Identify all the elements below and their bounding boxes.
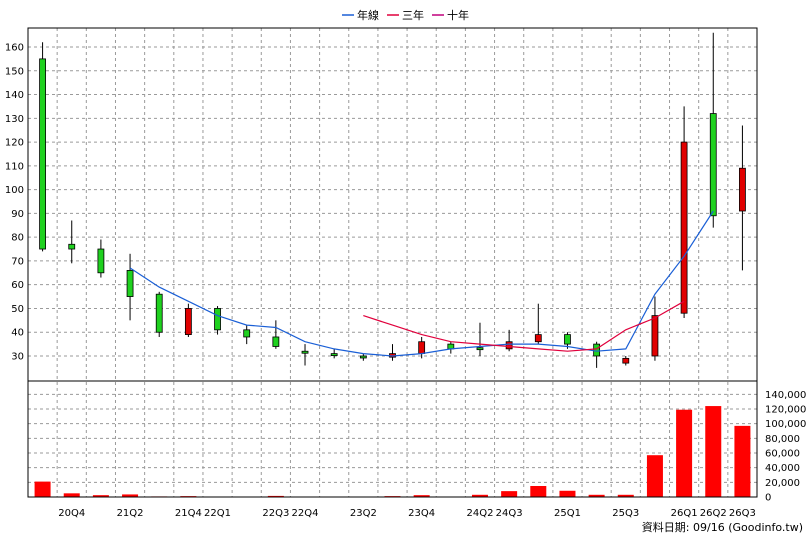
price-axis-ticks: 30 40 50 60 70 80 90 100 110 120 130 140 150 160 xyxy=(5,43,24,363)
candlesticks xyxy=(39,32,746,368)
candle-body xyxy=(593,343,601,357)
legend-label: 年線 xyxy=(357,8,379,22)
plot-frame xyxy=(27,27,758,498)
price-tick-label: 60 xyxy=(11,280,24,291)
candle-body xyxy=(709,113,717,217)
x-tick-label: 22Q4 xyxy=(292,508,319,519)
price-tick-label: 80 xyxy=(11,233,24,244)
volume-tick-label: 80,000 xyxy=(765,434,800,445)
volume-axis-ticks: 0 20,000 40,000 60,000 80,000 100,000 120,000 1… xyxy=(765,390,806,504)
x-tick-label: 20Q4 xyxy=(58,508,85,519)
plot-border xyxy=(27,27,758,498)
x-tick-label: 23Q2 xyxy=(350,508,377,519)
candle-body xyxy=(359,355,367,359)
x-axis-ticks: 20Q4 21Q2 21Q4 22Q1 22Q3 22Q4 23Q2 23Q4 24Q2 24Q3… xyxy=(58,508,756,519)
ma-line-三年 xyxy=(363,300,685,352)
volume-bar xyxy=(63,493,80,497)
volume-bar xyxy=(617,494,634,497)
candle-body xyxy=(505,341,513,350)
volume-tick-label: 120,000 xyxy=(765,405,806,416)
candle-body xyxy=(126,270,134,297)
x-tick-label: 26Q3 xyxy=(729,508,756,519)
price-tick-label: 90 xyxy=(11,209,24,220)
volume-tick-label: 20,000 xyxy=(765,478,800,489)
volume-bar xyxy=(501,491,518,497)
data-date-source: 資料日期: 09/16 (Goodinfo.tw) xyxy=(642,520,803,534)
price-tick-label: 40 xyxy=(11,328,24,339)
x-tick-label: 24Q2 xyxy=(466,508,493,519)
price-tick-label: 100 xyxy=(5,185,24,196)
volume-tick-label: 40,000 xyxy=(765,463,800,474)
price-tick-label: 110 xyxy=(5,161,24,172)
x-tick-label: 24Q3 xyxy=(496,508,523,519)
legend-label: 三年 xyxy=(402,8,424,22)
x-tick-label: 25Q1 xyxy=(554,508,581,519)
moving-average-lines xyxy=(129,210,714,357)
volume-bar xyxy=(34,481,51,497)
price-tick-label: 50 xyxy=(11,304,24,315)
candle-body xyxy=(68,243,76,250)
price-tick-label: 70 xyxy=(11,256,24,267)
volume-bar xyxy=(559,490,576,497)
candle-body xyxy=(97,248,105,274)
price-tick-label: 30 xyxy=(11,351,24,362)
volume-bar xyxy=(267,495,284,497)
candle-body xyxy=(301,350,309,354)
volume-bar xyxy=(122,494,139,497)
price-tick-label: 120 xyxy=(5,138,24,149)
volume-bar xyxy=(530,486,547,497)
x-tick-label: 23Q4 xyxy=(408,508,435,519)
volume-bar xyxy=(413,495,430,497)
candle-body xyxy=(680,141,688,314)
volume-tick-label: 100,000 xyxy=(765,419,806,430)
candle-body xyxy=(272,336,280,347)
x-tick-label: 22Q3 xyxy=(262,508,289,519)
price-tick-label: 150 xyxy=(5,66,24,77)
volume-tick-label: 60,000 xyxy=(765,449,800,460)
volume-bar xyxy=(734,425,751,497)
legend-label: 十年 xyxy=(447,8,469,22)
volume-bar xyxy=(588,494,605,497)
candle-body xyxy=(155,293,163,333)
legend: 年線 三年 十年 xyxy=(342,8,469,22)
ma-line-年線 xyxy=(129,210,714,357)
price-tick-label: 160 xyxy=(5,43,24,54)
candle-body xyxy=(622,357,630,364)
candle-body xyxy=(476,347,484,351)
price-tick-label: 140 xyxy=(5,90,24,101)
candle-body xyxy=(330,353,338,357)
volume-tick-label: 140,000 xyxy=(765,390,806,401)
candle-body xyxy=(214,308,221,331)
volume-bars xyxy=(34,406,751,497)
candle-body xyxy=(564,334,571,345)
x-tick-label: 26Q1 xyxy=(671,508,698,519)
x-tick-label: 21Q4 xyxy=(175,508,202,519)
x-tick-label: 25Q3 xyxy=(612,508,639,519)
price-tick-label: 130 xyxy=(5,114,24,125)
candle-body xyxy=(39,58,46,250)
candle-body xyxy=(243,329,251,338)
volume-bar xyxy=(92,495,109,497)
candle-body xyxy=(534,334,542,343)
candle-body xyxy=(418,341,426,355)
candle-body xyxy=(184,308,192,335)
x-tick-label: 22Q1 xyxy=(204,508,231,519)
volume-bar xyxy=(471,494,488,497)
volume-tick-label: 0 xyxy=(765,493,771,504)
candle-body xyxy=(739,167,746,212)
volume-bar xyxy=(676,409,693,497)
volume-bar xyxy=(705,406,722,497)
volume-bar xyxy=(646,455,663,497)
x-tick-label: 26Q2 xyxy=(700,508,727,519)
x-tick-label: 21Q2 xyxy=(117,508,144,519)
candle-body xyxy=(651,315,659,357)
